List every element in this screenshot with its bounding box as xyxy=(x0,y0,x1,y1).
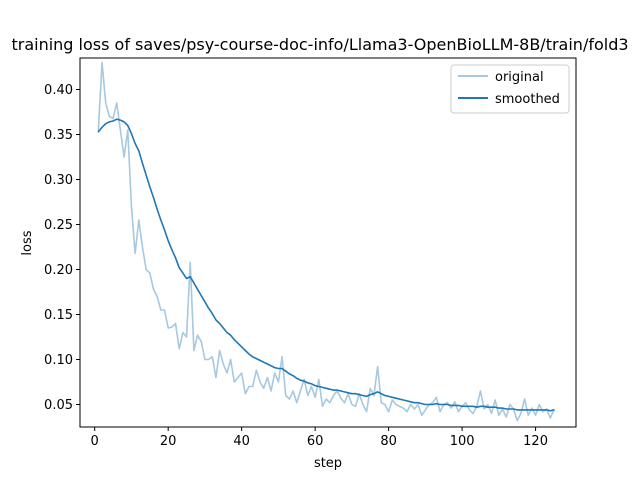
x-axis: 0 20 40 60 80 100 120 xyxy=(91,427,548,449)
series-line-smoothed xyxy=(97,118,555,412)
y-tick-label: 0.05 xyxy=(44,398,73,413)
y-tick-label: 0.20 xyxy=(44,263,73,278)
y-tick-label: 0.25 xyxy=(44,218,73,233)
x-tick-label: 120 xyxy=(523,434,548,449)
series-layer xyxy=(97,61,555,422)
y-tick-label: 0.15 xyxy=(44,308,73,323)
series-line-original xyxy=(97,61,555,422)
legend-label-smoothed: smoothed xyxy=(495,92,560,107)
x-tick-label: 80 xyxy=(380,434,397,449)
y-tick-label: 0.10 xyxy=(44,353,73,368)
x-tick-label: 40 xyxy=(233,434,250,449)
plot-frame xyxy=(79,57,577,428)
y-tick-label: 0.40 xyxy=(44,83,73,98)
x-axis-label: step xyxy=(314,456,342,471)
y-tick-label: 0.35 xyxy=(44,128,73,143)
x-tick-label: 100 xyxy=(450,434,475,449)
y-axis-label: loss xyxy=(20,230,35,255)
legend-label-original: original xyxy=(495,70,544,85)
x-tick-label: 0 xyxy=(91,434,99,449)
y-axis: 0.05 0.10 0.15 0.20 0.25 0.30 0.35 0.40 xyxy=(44,83,80,413)
x-tick-label: 60 xyxy=(307,434,324,449)
y-tick-label: 0.30 xyxy=(44,173,73,188)
chart-title: training loss of saves/psy-course-doc-in… xyxy=(11,35,628,54)
legend: original smoothed xyxy=(450,64,570,114)
x-tick-label: 20 xyxy=(160,434,177,449)
